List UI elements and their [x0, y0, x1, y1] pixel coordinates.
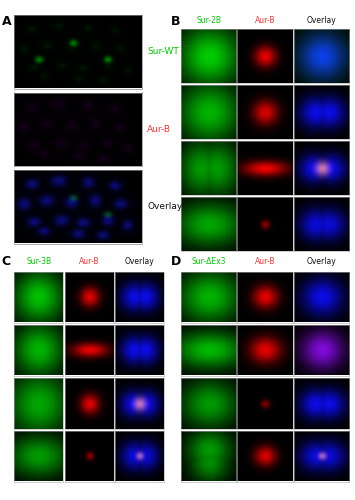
Text: B: B: [170, 15, 180, 28]
Text: Sur-2B: Sur-2B: [196, 16, 221, 25]
Text: Sur-ΔEx3: Sur-ΔEx3: [191, 256, 226, 266]
Text: Aur-B: Aur-B: [147, 125, 171, 134]
Text: Sur-WT: Sur-WT: [147, 48, 179, 56]
Text: Overlay: Overlay: [307, 16, 336, 25]
Text: Aur-B: Aur-B: [79, 256, 99, 266]
Text: Sur-3B: Sur-3B: [26, 256, 51, 266]
Text: Aur-B: Aur-B: [255, 16, 275, 25]
Text: A: A: [2, 15, 11, 28]
Text: Overlay: Overlay: [307, 256, 336, 266]
Text: Overlay: Overlay: [125, 256, 154, 266]
Text: C: C: [2, 255, 11, 268]
Text: Aur-B: Aur-B: [255, 256, 275, 266]
Text: Overlay: Overlay: [147, 202, 182, 211]
Text: D: D: [170, 255, 181, 268]
